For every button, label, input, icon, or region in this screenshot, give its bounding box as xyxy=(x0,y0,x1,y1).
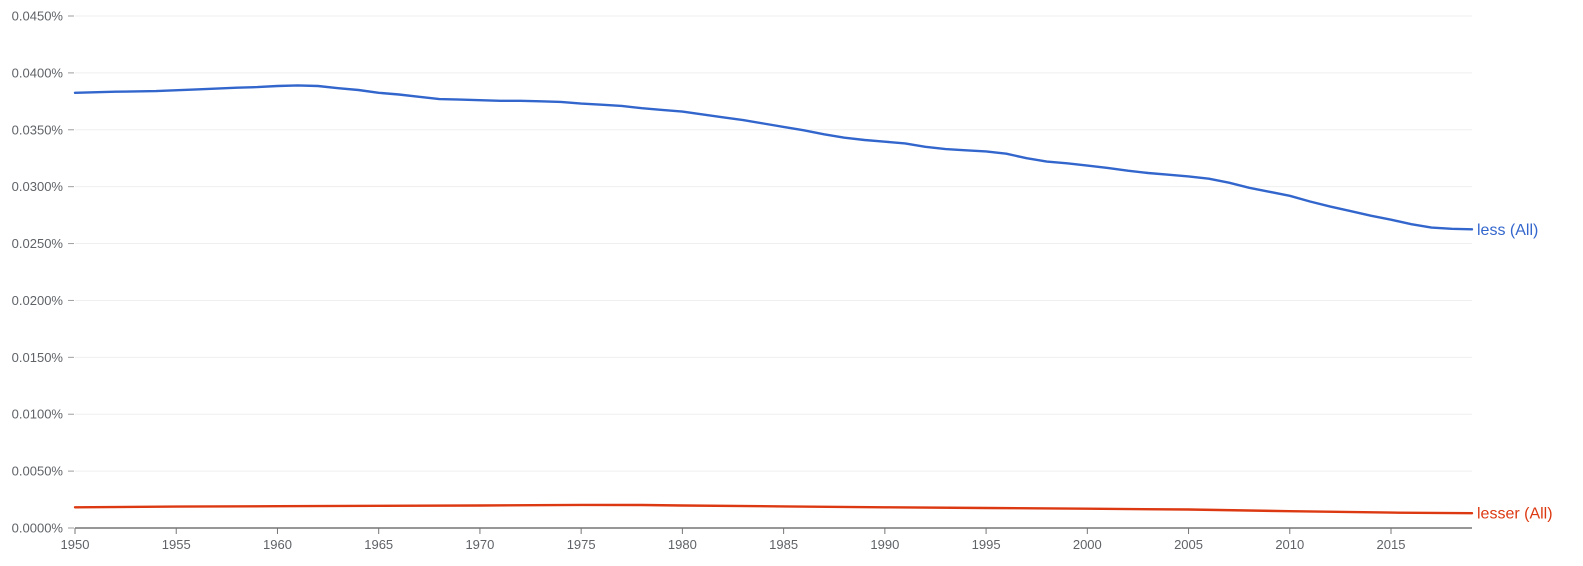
y-tick-label: 0.0200% xyxy=(12,293,64,308)
y-tick-label: 0.0250% xyxy=(12,236,64,251)
y-tick-label: 0.0400% xyxy=(12,65,64,80)
x-tick-label: 1965 xyxy=(364,537,393,552)
x-tick-label: 1960 xyxy=(263,537,292,552)
y-tick-label: 0.0300% xyxy=(12,179,64,194)
x-tick-label: 1980 xyxy=(668,537,697,552)
x-tick-label: 1970 xyxy=(465,537,494,552)
series-label-lesser: lesser (All) xyxy=(1477,506,1553,523)
x-tick-label: 1990 xyxy=(870,537,899,552)
y-tick-label: 0.0450% xyxy=(12,9,64,24)
series-lines xyxy=(73,84,1474,515)
x-tick-label: 1950 xyxy=(61,537,90,552)
x-tick-label: 1975 xyxy=(567,537,596,552)
series-labels: less (All) lesser (All) xyxy=(1477,222,1553,523)
y-axis: 0.0000% 0.0050% 0.0100% 0.0150% 0.0200% 0.025… xyxy=(12,9,74,536)
x-tick-label: 2000 xyxy=(1073,537,1102,552)
series-line-lesser xyxy=(73,503,1474,515)
series-label-less: less (All) xyxy=(1477,222,1538,239)
x-tick-label: 2015 xyxy=(1377,537,1406,552)
y-tick-label: 0.0100% xyxy=(12,407,64,422)
series-line-less xyxy=(73,84,1474,231)
x-tick-label: 1985 xyxy=(769,537,798,552)
x-axis: 1950 1955 1960 1965 1970 1975 1980 1985 1990 1995… xyxy=(61,527,1472,552)
y-tick-label: 0.0350% xyxy=(12,122,64,137)
y-tick-label: 0.0000% xyxy=(12,521,64,536)
x-tick-label: 1955 xyxy=(162,537,191,552)
y-tick-label: 0.0150% xyxy=(12,350,64,365)
y-tick-label: 0.0050% xyxy=(12,464,64,479)
x-tick-label: 1995 xyxy=(972,537,1001,552)
gridlines xyxy=(75,15,1472,472)
x-tick-label: 2005 xyxy=(1174,537,1203,552)
x-tick-label: 2010 xyxy=(1275,537,1304,552)
